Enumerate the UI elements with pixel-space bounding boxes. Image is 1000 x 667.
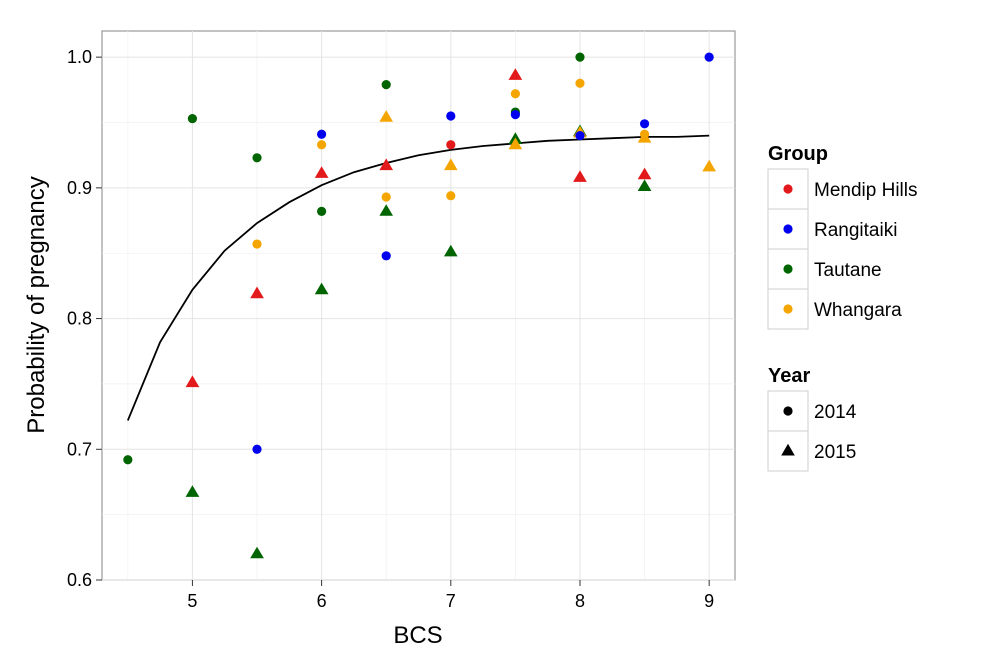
legend-key-whangara bbox=[783, 304, 793, 314]
data-point-rangitaiki-2014 bbox=[575, 130, 585, 141]
data-point-mendip-2015 bbox=[314, 166, 329, 178]
x-tick-label: 6 bbox=[317, 591, 327, 611]
fitted-curve bbox=[126, 134, 710, 421]
y-tick-label: 0.9 bbox=[67, 178, 92, 198]
data-point-tautane-2015 bbox=[314, 282, 329, 295]
plot-panel bbox=[101, 30, 736, 581]
data-point-rangitaiki-2014 bbox=[446, 111, 456, 121]
data-point-tautane-2015 bbox=[444, 244, 458, 257]
grid-lines bbox=[102, 31, 735, 581]
data-point-whangara-2015 bbox=[508, 137, 523, 150]
y-tick-label: 1.0 bbox=[67, 47, 92, 67]
data-point-mendip-2014 bbox=[446, 140, 456, 150]
data-point-tautane-2014 bbox=[252, 153, 262, 163]
data-point-whangara-2015 bbox=[702, 159, 716, 172]
x-tick-label: 5 bbox=[187, 591, 197, 611]
y-tick-label: 0.8 bbox=[67, 309, 92, 329]
legend-year-title: Year bbox=[768, 365, 810, 387]
data-point-whangara-2014 bbox=[317, 140, 327, 150]
data-point-mendip-2015 bbox=[379, 158, 393, 171]
x-axis-title: BCS bbox=[393, 622, 442, 649]
data-point-mendip-2015 bbox=[508, 68, 523, 80]
legend-group-title: Group bbox=[768, 143, 828, 165]
y-axis: 0.6 0.7 0.8 0.9 1.0 bbox=[67, 47, 102, 590]
data-point-rangitaiki-2014 bbox=[639, 119, 650, 129]
legend-year: Year 2014 2015 bbox=[767, 365, 857, 472]
data-point-whangara-2014 bbox=[446, 191, 456, 201]
legend-label-2014: 2014 bbox=[814, 402, 857, 423]
data-point-tautane-2014 bbox=[381, 79, 391, 90]
data-point-whangara-2014 bbox=[252, 239, 262, 249]
y-tick-label: 0.6 bbox=[67, 570, 92, 590]
data-point-whangara-2015 bbox=[379, 110, 393, 122]
data-point-tautane-2015 bbox=[379, 204, 393, 216]
data-point-mendip-2015 bbox=[250, 286, 264, 299]
data-points bbox=[123, 52, 716, 559]
data-point-mendip-2015 bbox=[637, 167, 652, 180]
data-point-tautane-2015 bbox=[185, 485, 200, 497]
legend-label-mendip: Mendip Hills bbox=[814, 180, 917, 201]
data-point-tautane-2014 bbox=[123, 455, 133, 465]
x-tick-label: 8 bbox=[575, 591, 585, 611]
x-tick-label: 7 bbox=[446, 591, 456, 611]
data-point-rangitaiki-2014 bbox=[510, 110, 520, 120]
legend-key-tautane bbox=[783, 264, 793, 274]
legend-group: Group Mendip Hills Rangitaiki Tautane Whang… bbox=[767, 143, 917, 330]
data-point-mendip-2015 bbox=[185, 375, 200, 388]
legend-label-whangara: Whangara bbox=[814, 300, 902, 321]
data-point-rangitaiki-2014 bbox=[381, 251, 391, 261]
data-point-whangara-2014 bbox=[510, 89, 520, 99]
data-point-mendip-2015 bbox=[573, 170, 587, 182]
y-tick-label: 0.7 bbox=[67, 439, 92, 459]
legend-key-mendip bbox=[783, 184, 793, 194]
data-point-tautane-2015 bbox=[637, 179, 652, 191]
legend-key-rangitaiki bbox=[783, 224, 793, 234]
data-point-tautane-2015 bbox=[250, 546, 264, 559]
data-point-rangitaiki-2014 bbox=[252, 444, 262, 454]
legend-label-2015: 2015 bbox=[814, 442, 856, 463]
x-axis: 5 6 7 8 9 bbox=[187, 580, 714, 611]
data-point-rangitaiki-2014 bbox=[704, 52, 714, 62]
data-point-rangitaiki-2014 bbox=[317, 129, 327, 139]
data-point-whangara-2014 bbox=[381, 192, 391, 202]
legend-label-rangitaiki: Rangitaiki bbox=[814, 220, 897, 241]
legend-label-tautane: Tautane bbox=[814, 260, 882, 281]
data-point-whangara-2014 bbox=[575, 78, 585, 88]
legend-key-2015 bbox=[781, 443, 795, 456]
data-point-tautane-2014 bbox=[317, 206, 327, 216]
data-point-tautane-2014 bbox=[575, 52, 585, 62]
data-point-whangara-2015 bbox=[637, 131, 652, 143]
data-point-tautane-2014 bbox=[187, 113, 198, 124]
y-axis-title: Probability of pregnancy bbox=[23, 176, 50, 433]
data-point-whangara-2015 bbox=[444, 158, 458, 171]
x-tick-label: 9 bbox=[704, 591, 714, 611]
legend-key-2014 bbox=[783, 406, 793, 416]
